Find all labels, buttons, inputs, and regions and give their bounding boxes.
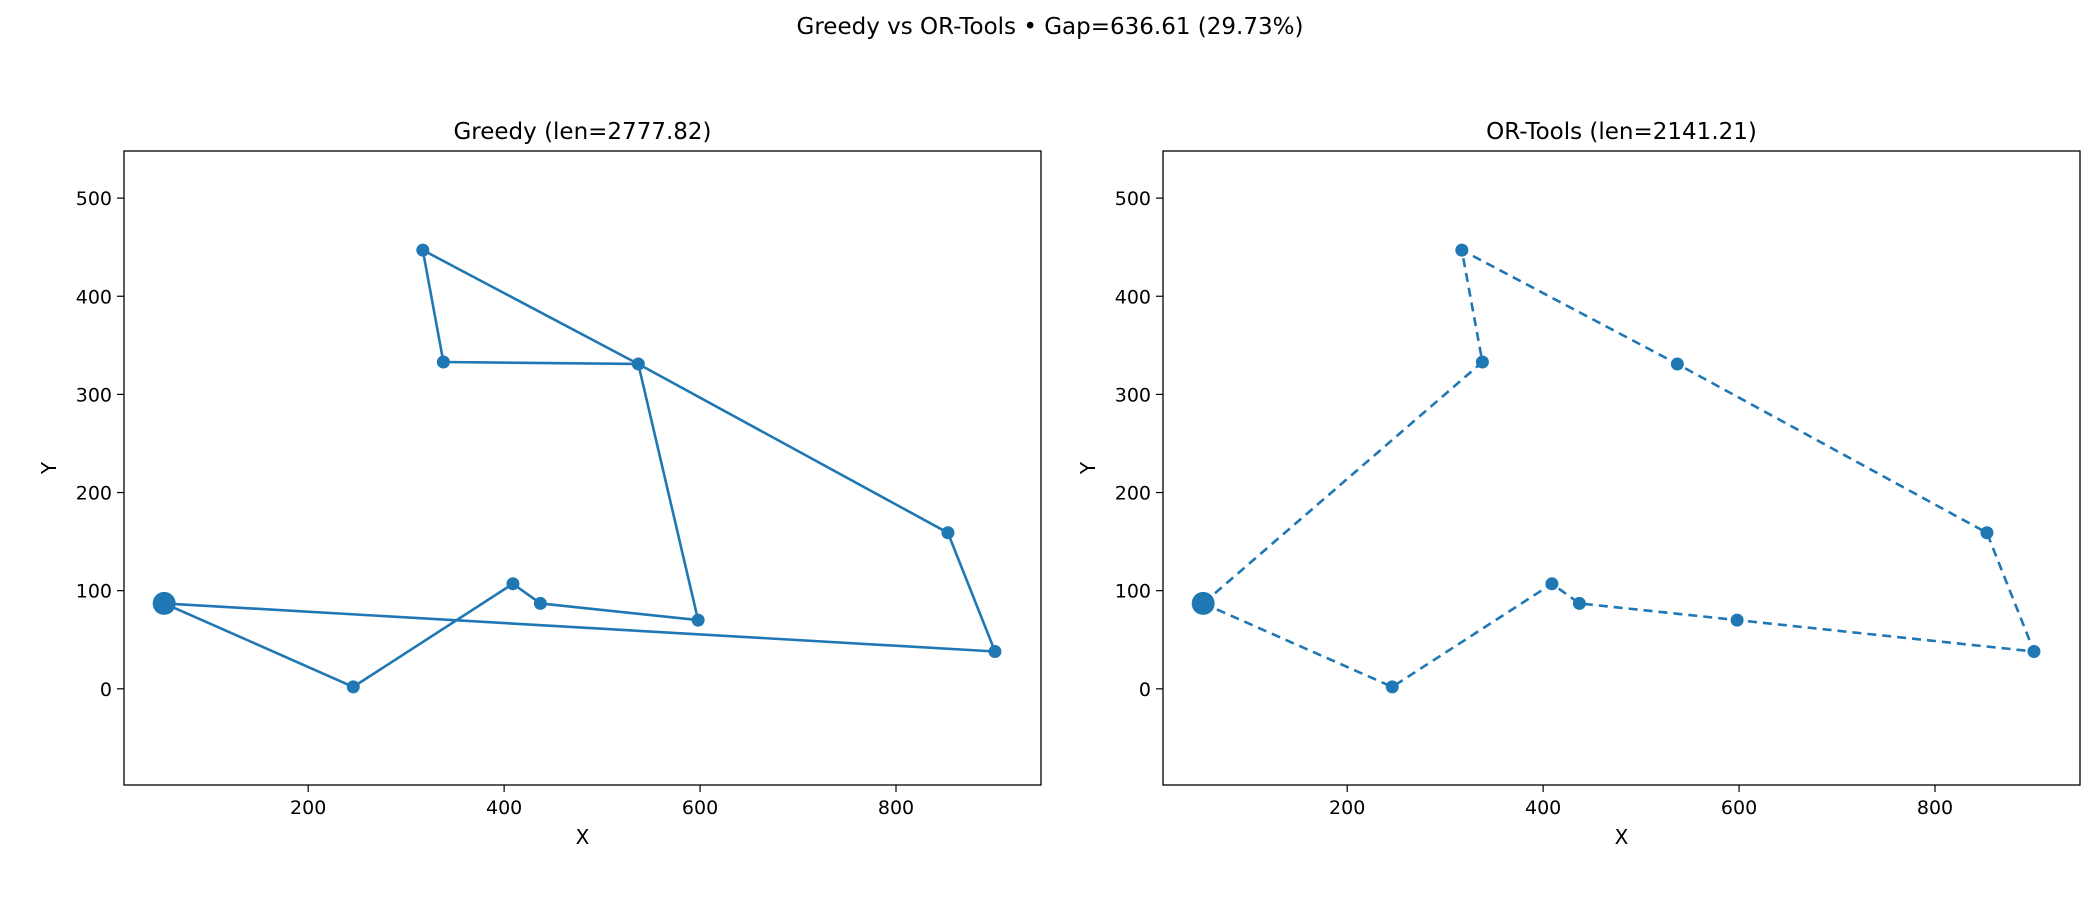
route-line [163, 248, 997, 689]
city-point [1670, 357, 1684, 371]
city-point [346, 680, 360, 694]
x-tick-label: 600 [1721, 797, 1757, 819]
y-tick-label: 300 [76, 384, 112, 406]
city-point [631, 357, 645, 371]
depot-point [152, 591, 176, 615]
city-point [941, 526, 955, 540]
city-point [1545, 577, 1559, 591]
plot-frame [1162, 150, 2081, 786]
x-tick-label: 800 [878, 797, 914, 819]
x-axis-label: X [1615, 825, 1629, 849]
depot-point [1191, 591, 1215, 615]
y-tick-label: 200 [1115, 483, 1151, 505]
city-point [1572, 596, 1586, 610]
x-tick-label: 400 [1525, 797, 1561, 819]
y-axis-label: Y [1076, 461, 1100, 475]
city-point [436, 355, 450, 369]
y-tick-label: 400 [76, 286, 112, 308]
city-point [1455, 243, 1469, 257]
subplot-title: Greedy (len=2777.82) [453, 119, 711, 145]
y-axis-label: Y [37, 461, 61, 475]
y-tick-label: 200 [76, 483, 112, 505]
y-tick-label: 500 [76, 188, 112, 210]
x-tick-label: 200 [1329, 797, 1365, 819]
y-tick-label: 300 [1115, 384, 1151, 406]
city-point [691, 613, 705, 627]
y-tick-label: 0 [100, 679, 112, 701]
city-point [506, 577, 520, 591]
y-tick-label: 400 [1115, 286, 1151, 308]
city-point [1385, 680, 1399, 694]
x-axis-label: X [576, 825, 590, 849]
subplot-title: OR-Tools (len=2141.21) [1486, 119, 1757, 145]
y-tick-label: 0 [1139, 679, 1151, 701]
plot-frame [123, 150, 1042, 786]
x-tick-label: 200 [290, 797, 326, 819]
figure-title: Greedy vs OR-Tools • Gap=636.61 (29.73%) [796, 14, 1304, 40]
city-point [1475, 355, 1489, 369]
route-line [1202, 248, 2036, 689]
y-tick-label: 500 [1115, 188, 1151, 210]
x-tick-label: 400 [486, 797, 522, 819]
city-point [2027, 645, 2041, 659]
y-tick-label: 100 [76, 581, 112, 603]
city-point [1980, 526, 1994, 540]
city-point [533, 596, 547, 610]
y-tick-label: 100 [1115, 581, 1151, 603]
x-tick-label: 600 [682, 797, 718, 819]
city-point [1730, 613, 1744, 627]
x-tick-label: 800 [1917, 797, 1953, 819]
city-point [416, 243, 430, 257]
city-point [988, 645, 1002, 659]
